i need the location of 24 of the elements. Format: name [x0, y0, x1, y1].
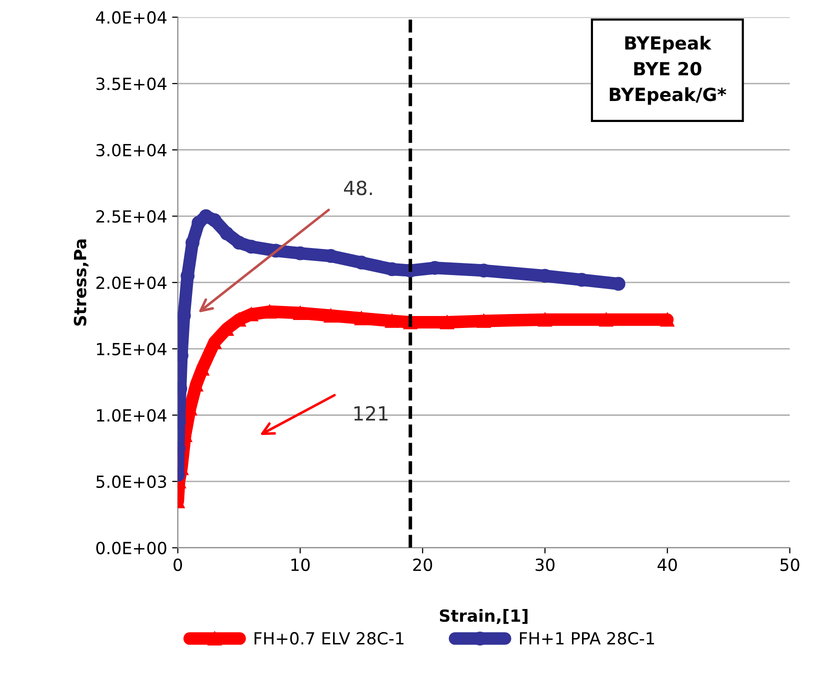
- y-tick-label: 3.5E+04: [96, 78, 166, 90]
- x-axis-title: Strain,[1]: [440, 609, 528, 624]
- x-tick-label: 30: [536, 558, 554, 572]
- y-axis-title: Stress,Pa: [74, 239, 89, 326]
- y-tick-label: 2.5E+04: [96, 210, 166, 223]
- annotation: BYEpeak: [625, 36, 712, 54]
- annotation: BYE 20: [634, 62, 702, 76]
- annotation: BYEpeak/G*: [610, 87, 726, 105]
- y-tick-label: 5.0E+03: [96, 475, 166, 488]
- legend-label: FH+0.7 ELV 28C-1: [254, 632, 404, 645]
- y-tick-label: 1.0E+04: [97, 409, 166, 422]
- annotation: 121: [354, 406, 388, 420]
- x-tick-label: 40: [658, 558, 677, 572]
- x-tick-label: 10: [291, 558, 310, 572]
- x-tick-label: 20: [413, 558, 432, 572]
- annotation: 48.: [344, 180, 372, 196]
- x-tick-label: 50: [780, 558, 800, 572]
- x-tick-label: 0: [174, 558, 182, 572]
- y-tick-label: 3.0E+04: [96, 144, 166, 156]
- y-tick-label: 1.5E+04: [97, 342, 166, 356]
- y-tick-label: 2.0E+04: [96, 276, 166, 290]
- y-tick-label: 0.0E+00: [96, 542, 166, 554]
- legend-label: FH+1 PPA 28C-1: [520, 632, 654, 645]
- y-tick-label: 4.0E+04: [96, 11, 166, 24]
